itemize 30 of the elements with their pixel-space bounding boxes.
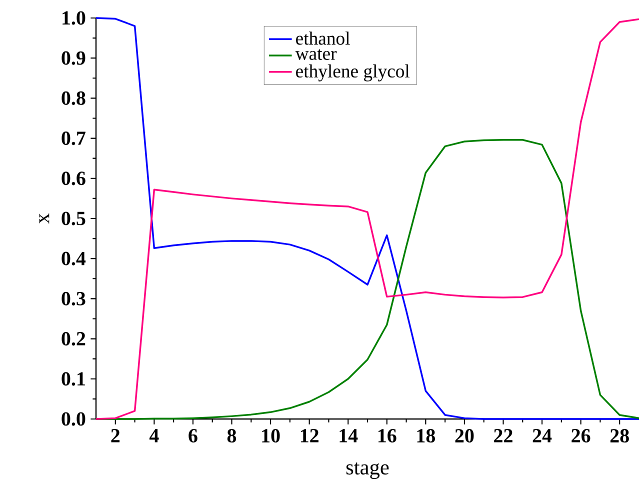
x-axis-title: stage — [346, 462, 389, 479]
x-tick-label: 26 — [572, 429, 590, 442]
y-tick-label: 0.7 — [62, 132, 86, 146]
y-tick-label: 0.5 — [62, 212, 86, 226]
legend-label: ethylene glycol — [296, 64, 410, 82]
y-tick-label: 1.0 — [62, 11, 86, 25]
y-tick-label: 0.4 — [62, 252, 86, 266]
x-tick-label: 28 — [610, 429, 629, 443]
x-tick-label: 16 — [378, 429, 396, 442]
y-tick-label: 0.0 — [62, 412, 86, 426]
y-axis-title: x — [39, 213, 50, 224]
x-tick-label: 12 — [300, 429, 318, 442]
x-tick-label: 2 — [111, 429, 120, 442]
y-tick-label: 0.2 — [62, 332, 86, 346]
y-tick-label: 0.9 — [62, 51, 86, 65]
y-tick-label: 0.3 — [62, 292, 86, 306]
x-tick-label: 24 — [532, 429, 552, 442]
x-tick-label: 22 — [494, 429, 512, 442]
x-tick-label: 20 — [455, 429, 474, 443]
x-tick-label: 18 — [417, 429, 435, 443]
x-tick-label: 14 — [340, 429, 358, 442]
legend-label: water — [295, 49, 337, 60]
x-tick-label: 6 — [188, 429, 198, 442]
x-tick-label: 10 — [262, 429, 280, 443]
y-tick-label: 0.8 — [62, 91, 86, 105]
x-tick-label: 8 — [227, 429, 236, 443]
y-tick-label: 0.1 — [62, 372, 85, 386]
y-tick-label: 0.6 — [62, 172, 86, 186]
x-tick-label: 4 — [149, 429, 159, 442]
legend-label: ethanol — [296, 32, 350, 45]
